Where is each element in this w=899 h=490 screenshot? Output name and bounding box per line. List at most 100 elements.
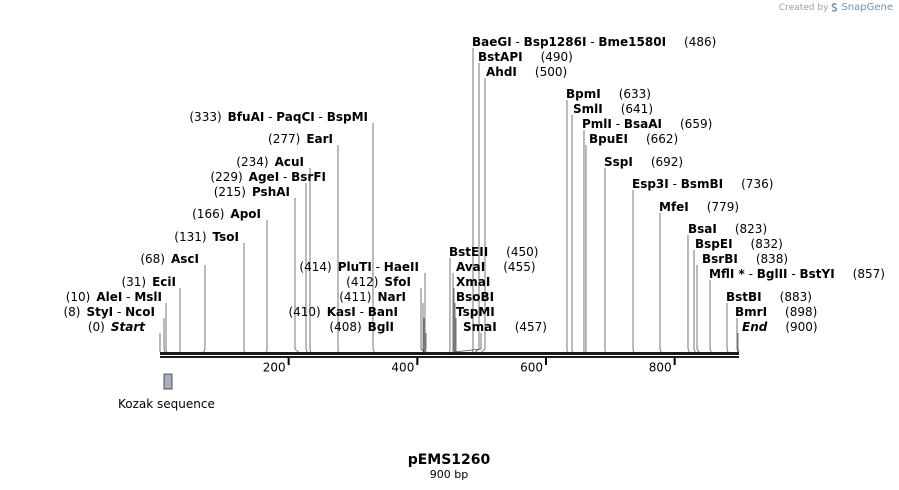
enzyme-name[interactable]: BanI (368, 305, 398, 319)
site-lead-lines (159, 48, 740, 353)
enzyme-name[interactable]: PaqCI (276, 110, 314, 124)
enzyme-name[interactable]: TsoI (213, 230, 239, 244)
kozak-feature-box[interactable] (163, 373, 173, 390)
site-label[interactable]: BpuEI (662) (589, 132, 678, 146)
site-label[interactable]: SmaI (457) (463, 320, 547, 334)
enzyme-name[interactable]: AscI (171, 252, 199, 266)
site-label[interactable]: BmrI (898) (735, 305, 817, 319)
site-label[interactable]: BspEI (832) (695, 237, 783, 251)
site-label[interactable]: (10) AleI - MslI (66, 290, 162, 304)
site-label[interactable]: BstEII (450) (449, 245, 538, 259)
enzyme-name[interactable]: BglI (368, 320, 394, 334)
enzyme-name[interactable]: NcoI (125, 305, 155, 319)
site-label[interactable]: (31) EciI (121, 275, 176, 289)
enzyme-name[interactable]: MslI (134, 290, 162, 304)
credit-brand: SnapGene (841, 2, 893, 13)
enzyme-name[interactable]: BstYI (799, 267, 834, 281)
enzyme-name[interactable]: XmaI (456, 275, 490, 289)
site-label[interactable]: MfeI (779) (659, 200, 739, 214)
site-label[interactable]: BsaI (823) (688, 222, 767, 236)
enzyme-name[interactable]: KasI (327, 305, 356, 319)
site-label[interactable]: PmlI - BsaAI (659) (582, 117, 712, 131)
enzyme-name[interactable]: BstAPI (478, 50, 523, 64)
site-label[interactable]: (277) EarI (268, 132, 333, 146)
site-label[interactable]: SspI (692) (604, 155, 683, 169)
enzyme-name[interactable]: BsrBI (702, 252, 738, 266)
site-label[interactable]: (229) AgeI - BsrFI (210, 170, 326, 184)
enzyme-name[interactable]: BmrI (735, 305, 767, 319)
site-label[interactable]: BaeGI - Bsp1286I - Bme1580I (486) (472, 35, 716, 49)
enzyme-name[interactable]: AhdI (486, 65, 517, 79)
enzyme-name[interactable]: SmaI (463, 320, 497, 334)
site-label[interactable]: BpmI (633) (566, 87, 651, 101)
enzyme-name[interactable]: TspMI (456, 305, 495, 319)
site-label[interactable]: AhdI (500) (486, 65, 567, 79)
site-label[interactable]: (411) NarI (339, 290, 406, 304)
enzyme-name[interactable]: BstBI (726, 290, 762, 304)
site-label[interactable]: BstAPI (490) (478, 50, 573, 64)
enzyme-name[interactable]: PluTI (338, 260, 372, 274)
enzyme-name[interactable]: SmlI (573, 102, 603, 116)
site-label[interactable]: (166) ApoI (192, 207, 261, 221)
feature-kozak[interactable]: Kozak sequence (118, 373, 215, 411)
enzyme-name[interactable]: BaeGI (472, 35, 512, 49)
site-label[interactable]: (410) KasI - BanI (288, 305, 398, 319)
site-label[interactable]: (412) SfoI (346, 275, 411, 289)
credit-prefix: Created by (778, 2, 829, 13)
site-label[interactable]: (234) AcuI (236, 155, 304, 169)
site-label[interactable]: BsoBI (456, 290, 494, 304)
site-label[interactable]: (131) TsoI (174, 230, 239, 244)
enzyme-name[interactable]: NarI (377, 290, 406, 304)
enzyme-name[interactable]: BsrFI (291, 170, 326, 184)
site-label[interactable]: Esp3I - BsmBI (736) (632, 177, 773, 191)
enzyme-name[interactable]: BpmI (566, 87, 601, 101)
site-label[interactable]: (215) PshAI (214, 185, 290, 199)
enzyme-name[interactable]: BglII (757, 267, 788, 281)
enzyme-name[interactable]: SspI (604, 155, 633, 169)
site-label[interactable]: SmlI (641) (573, 102, 653, 116)
enzyme-name[interactable]: PmlI (582, 117, 612, 131)
enzyme-name[interactable]: AgeI (249, 170, 279, 184)
enzyme-name[interactable]: BsmBI (681, 177, 723, 191)
enzyme-name[interactable]: HaeII (384, 260, 419, 274)
enzyme-name[interactable]: EarI (306, 132, 333, 146)
enzyme-name[interactable]: PshAI (252, 185, 290, 199)
enzyme-name[interactable]: BspEI (695, 237, 733, 251)
site-label[interactable]: MflI * - BglII - BstYI (857) (709, 267, 885, 281)
enzyme-name[interactable]: Start (111, 320, 146, 334)
site-label[interactable]: End (900) (742, 320, 818, 334)
enzyme-name[interactable]: BfuAI (228, 110, 265, 124)
site-label[interactable]: (408) BglI (329, 320, 394, 334)
enzyme-name[interactable]: AvaI (456, 260, 485, 274)
enzyme-name[interactable]: ApoI (230, 207, 261, 221)
site-label[interactable]: (68) AscI (140, 252, 199, 266)
site-label[interactable]: (414) PluTI - HaeII (299, 260, 419, 274)
site-label[interactable]: (333) BfuAI - PaqCI - BspMI (189, 110, 368, 124)
enzyme-name[interactable]: Bsp1286I (524, 35, 587, 49)
enzyme-name[interactable]: BsaI (688, 222, 717, 236)
site-label[interactable]: AvaI (455) (456, 260, 536, 274)
enzyme-name[interactable]: BstEII (449, 245, 488, 259)
enzyme-name[interactable]: MflI * (709, 267, 745, 281)
enzyme-name[interactable]: BsoBI (456, 290, 494, 304)
site-label[interactable]: BstBI (883) (726, 290, 812, 304)
enzyme-name[interactable]: BspMI (327, 110, 368, 124)
site-label[interactable]: TspMI (456, 305, 495, 319)
enzyme-name[interactable]: Esp3I (632, 177, 669, 191)
enzyme-name[interactable]: EciI (152, 275, 176, 289)
site-label[interactable]: (0) Start (88, 320, 146, 334)
site-labels: BaeGI - Bsp1286I - Bme1580I (486)BstAPI … (63, 35, 884, 334)
tick-label: 200 (263, 361, 286, 375)
enzyme-name[interactable]: AleI (96, 290, 122, 304)
enzyme-name[interactable]: End (742, 320, 768, 334)
enzyme-name[interactable]: BsaAI (624, 117, 662, 131)
enzyme-name[interactable]: AcuI (275, 155, 304, 169)
site-label[interactable]: BsrBI (838) (702, 252, 788, 266)
enzyme-name[interactable]: MfeI (659, 200, 689, 214)
site-label[interactable]: XmaI (456, 275, 490, 289)
enzyme-name[interactable]: StyI (86, 305, 113, 319)
enzyme-name[interactable]: Bme1580I (598, 35, 666, 49)
enzyme-name[interactable]: BpuEI (589, 132, 628, 146)
site-label[interactable]: (8) StyI - NcoI (63, 305, 155, 319)
enzyme-name[interactable]: SfoI (384, 275, 411, 289)
